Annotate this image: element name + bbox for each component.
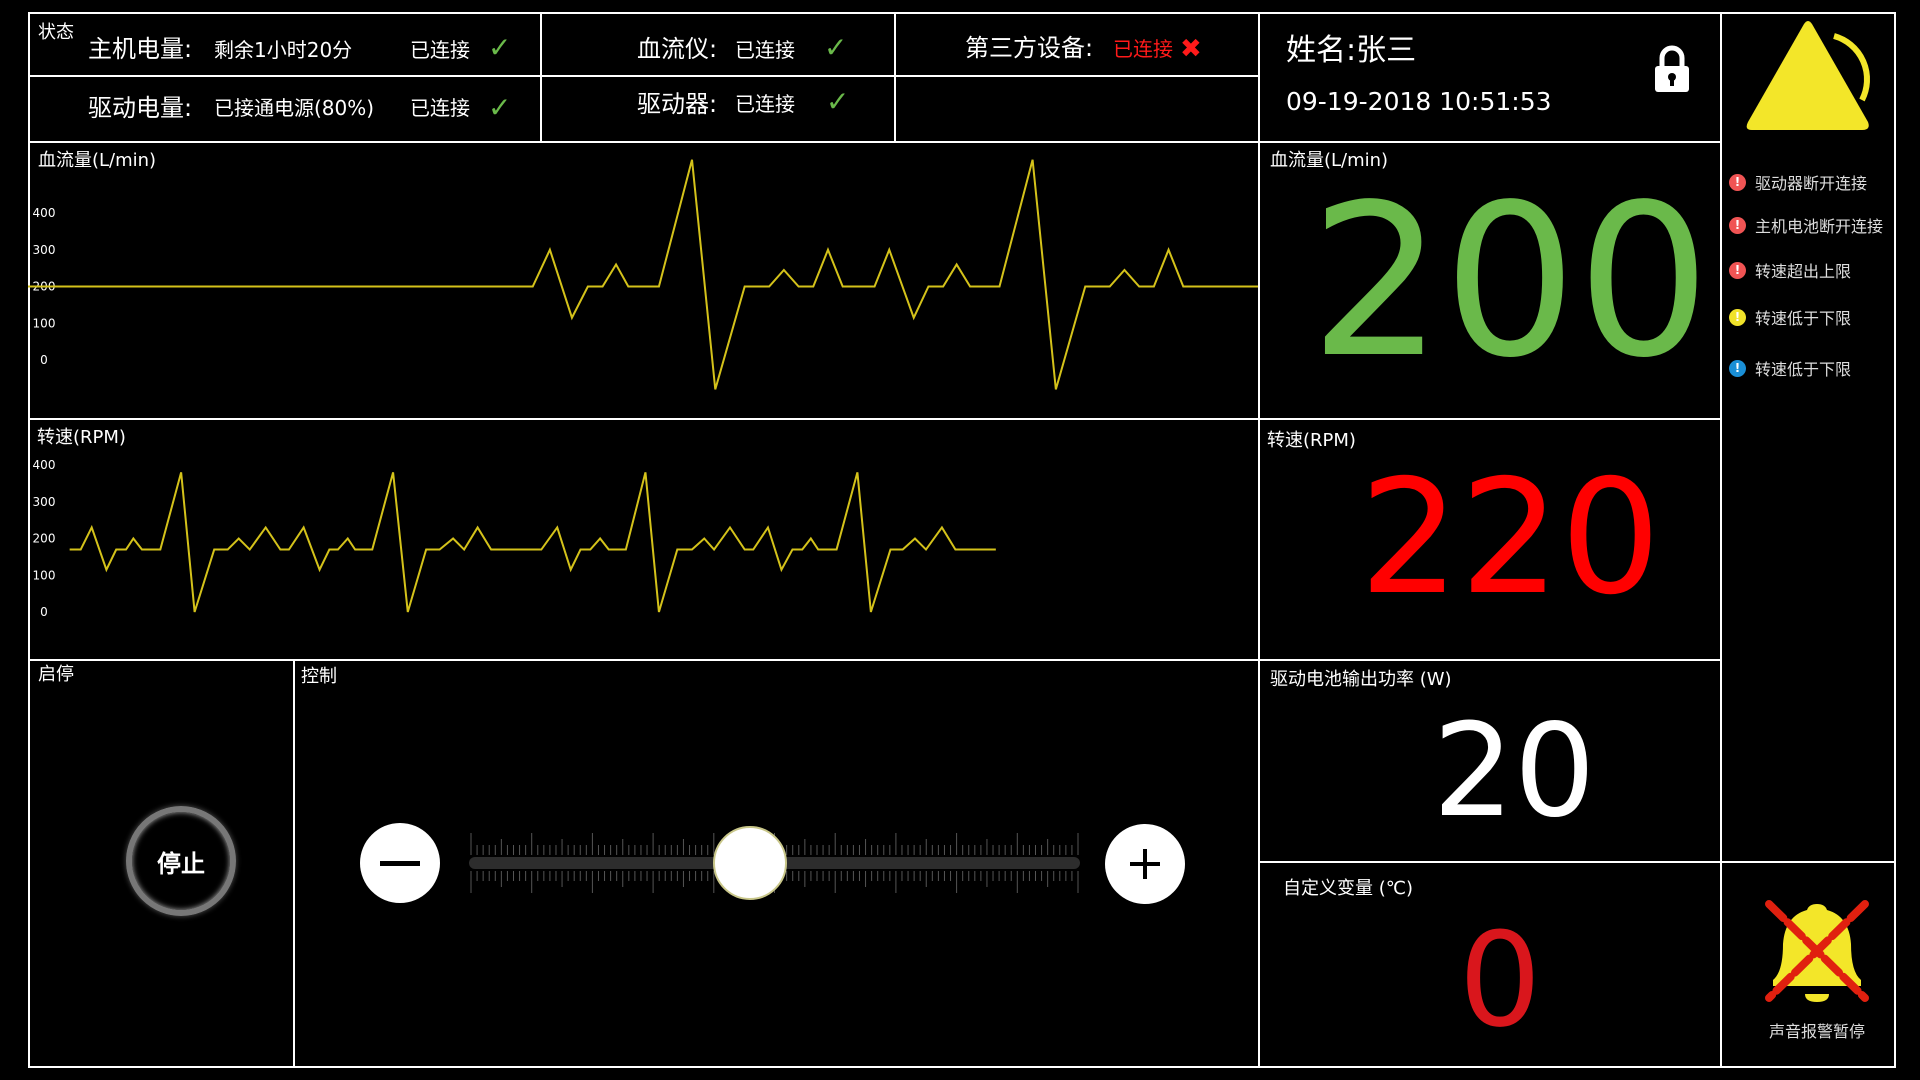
control-slider[interactable]	[469, 826, 1080, 900]
power-readout-value: 20	[1432, 697, 1596, 846]
y-tick-label: 400	[33, 458, 56, 472]
mute-label: 声音报警暂停	[1768, 1022, 1866, 1041]
series-line	[28, 159, 1258, 390]
speed-readout-label: 转速(RPM)	[1267, 430, 1356, 451]
speed-chart-title: 转速(RPM)	[37, 427, 126, 448]
alarm-text: 转速低于下限	[1755, 309, 1852, 328]
y-tick-label: 400	[33, 206, 56, 220]
warning-triangle-icon[interactable]	[1742, 18, 1887, 136]
alarm-text: 转速低于下限	[1755, 360, 1852, 379]
y-tick-label: 100	[33, 316, 56, 330]
third-party-value: 已连接	[1113, 37, 1173, 61]
start-stop-label: 启停	[38, 664, 74, 685]
check-icon: ✓	[488, 91, 512, 124]
custom-readout-value: 0	[1458, 904, 1542, 1056]
divider	[28, 141, 1720, 143]
y-tick-label: 300	[33, 243, 56, 257]
alert-icon: !	[1729, 359, 1746, 377]
alarm-item: ! 转速低于下限	[1729, 305, 1851, 329]
border-bottom	[28, 1066, 1896, 1068]
control-label: 控制	[301, 666, 337, 687]
y-tick-label: 100	[33, 568, 56, 582]
y-tick-label: 300	[33, 495, 56, 509]
flow-chart-title: 血流量(L/min)	[38, 150, 157, 171]
alert-icon: !	[1729, 261, 1746, 279]
flow-readout-label: 血流量(L/min)	[1270, 150, 1389, 171]
alarm-item: ! 转速低于下限	[1729, 356, 1851, 380]
bell-muted-icon[interactable]	[1765, 898, 1869, 1002]
y-tick-label: 0	[40, 605, 48, 619]
series-line	[69, 472, 996, 613]
border-top	[28, 12, 1896, 14]
host-battery-value: 剩余1小时20分	[214, 38, 353, 62]
flowmeter-label: 血流仪:	[637, 35, 718, 63]
alarm-item: ! 主机电池断开连接	[1729, 213, 1883, 237]
stop-button[interactable]: 停止	[126, 806, 236, 916]
divider	[1258, 861, 1896, 863]
host-battery-label: 主机电量:	[88, 35, 193, 63]
increase-button[interactable]	[1105, 824, 1185, 904]
divider	[1720, 12, 1722, 1068]
alert-icon: !	[1729, 308, 1746, 326]
x-icon: ✖	[1180, 34, 1202, 64]
speed-readout-value: 220	[1359, 446, 1661, 630]
driver-value: 已连接	[735, 92, 795, 116]
divider	[28, 418, 1720, 420]
divider	[28, 75, 1258, 77]
border-right	[1894, 12, 1896, 1068]
driver-label: 驱动器:	[637, 90, 718, 118]
drive-battery-value: 已接通电源(80%)	[214, 96, 375, 120]
decrease-button[interactable]	[360, 823, 440, 903]
divider	[894, 12, 896, 142]
status-title: 状态	[38, 22, 74, 43]
alarm-item: ! 驱动器断开连接	[1729, 170, 1867, 194]
check-icon: ✓	[488, 31, 512, 64]
patient-name: 姓名:张三	[1286, 33, 1417, 68]
datetime: 09-19-2018 10:51:53	[1286, 87, 1552, 116]
lock-icon[interactable]	[1652, 44, 1692, 94]
host-battery-conn: 已连接	[410, 38, 470, 62]
stop-button-label: 停止	[157, 849, 205, 878]
divider	[1258, 12, 1260, 1068]
drive-battery-label: 驱动电量:	[88, 94, 193, 122]
divider	[293, 660, 295, 1067]
alarm-text: 驱动器断开连接	[1755, 174, 1868, 193]
alarm-text: 主机电池断开连接	[1755, 217, 1884, 236]
divider	[540, 12, 542, 142]
drive-battery-conn: 已连接	[410, 96, 470, 120]
alert-icon: !	[1729, 216, 1746, 234]
third-party-label: 第三方设备:	[965, 34, 1094, 62]
border-left	[28, 12, 30, 1068]
y-tick-label: 0	[40, 353, 48, 367]
alert-icon: !	[1729, 173, 1746, 191]
minus-icon	[380, 861, 420, 866]
slider-knob[interactable]	[713, 826, 788, 900]
alarm-text: 转速超出上限	[1755, 262, 1852, 281]
power-readout-label: 驱动电池输出功率 (W)	[1270, 669, 1452, 690]
check-icon: ✓	[824, 31, 848, 64]
custom-readout-label: 自定义变量 (℃)	[1283, 878, 1413, 899]
flowmeter-value: 已连接	[735, 38, 795, 62]
divider	[28, 659, 1720, 661]
alarm-item: ! 转速超出上限	[1729, 258, 1851, 282]
flow-readout-value: 200	[1309, 159, 1711, 404]
y-tick-label: 200	[33, 532, 56, 546]
check-icon: ✓	[826, 85, 850, 118]
